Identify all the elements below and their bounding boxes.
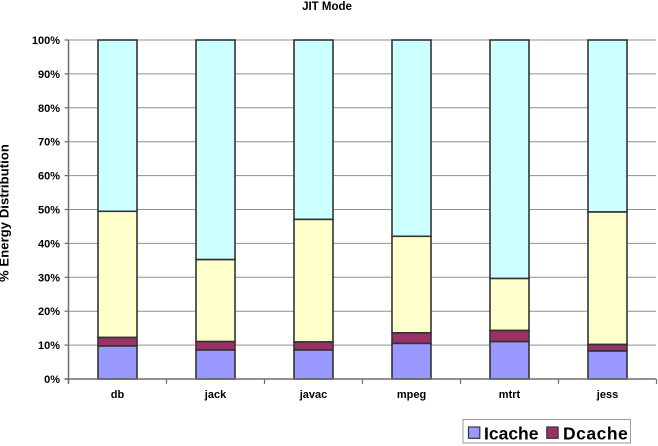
svg-text:40%: 40% [38, 238, 60, 250]
svg-text:javac: javac [299, 389, 328, 401]
svg-text:70%: 70% [38, 137, 60, 149]
svg-text:50%: 50% [38, 205, 60, 217]
svg-text:jack: jack [204, 389, 227, 401]
svg-text:80%: 80% [38, 103, 60, 115]
svg-text:mtrt: mtrt [499, 389, 521, 401]
svg-text:60%: 60% [38, 171, 60, 183]
svg-text:Icache: Icache [484, 424, 539, 444]
svg-text:30%: 30% [38, 272, 60, 284]
svg-text:100%: 100% [32, 35, 60, 47]
svg-text:JIT Mode: JIT Mode [302, 1, 352, 13]
svg-text:90%: 90% [38, 69, 60, 81]
svg-text:10%: 10% [38, 340, 60, 352]
svg-text:20%: 20% [38, 306, 60, 318]
svg-text:% Energy Distribution: % Energy Distribution [0, 144, 12, 282]
svg-text:0%: 0% [44, 374, 60, 386]
svg-text:Dcache: Dcache [563, 424, 628, 444]
svg-text:db: db [111, 389, 125, 401]
svg-text:jess: jess [596, 389, 618, 401]
svg-text:mpeg: mpeg [397, 389, 426, 401]
